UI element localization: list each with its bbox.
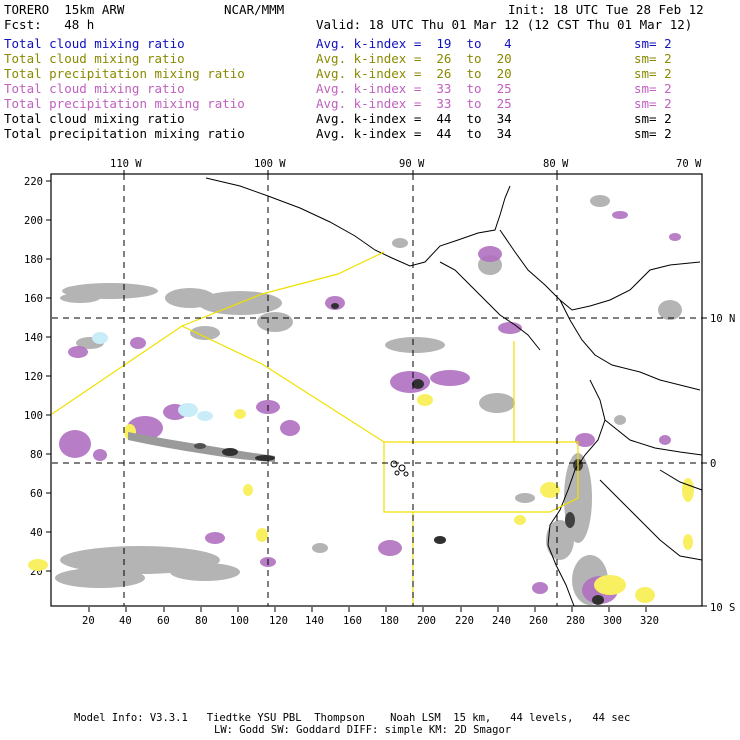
- legend-index-3: Avg. k-index = 26 to 20: [316, 66, 512, 81]
- cloud-field-purple: [59, 211, 681, 604]
- physics-info: LW: Godd SW: Goddard DIFF: simple KM: 2D…: [214, 724, 512, 736]
- legend-sm-1: sm= 2: [634, 36, 672, 51]
- grid-y-180: 180: [24, 254, 43, 266]
- grid-x-260: 260: [529, 615, 548, 627]
- legend-sm-5: sm= 2: [634, 96, 672, 111]
- galapagos-islands: [390, 460, 409, 477]
- legend-field-6: Total cloud mixing ratio: [4, 111, 185, 126]
- grid-y-40: 40: [30, 527, 43, 539]
- tick-marks: [46, 170, 707, 612]
- grid-x-60: 60: [157, 615, 170, 627]
- grid-x-240: 240: [492, 615, 511, 627]
- legend-field-3: Total precipitation mixing ratio: [4, 66, 245, 81]
- legend-sm-6: sm= 2: [634, 111, 672, 126]
- org-label: NCAR/MMM: [224, 2, 285, 17]
- grid-x-280: 280: [566, 615, 585, 627]
- precip-band-dark: [128, 303, 604, 605]
- legend-field-2: Total cloud mixing ratio: [4, 51, 185, 66]
- cloud-field-lightblue: [92, 332, 213, 421]
- legend-index-6: Avg. k-index = 44 to 34: [316, 111, 512, 126]
- legend-field-7: Total precipitation mixing ratio: [4, 126, 245, 141]
- map-frame: [50, 173, 703, 607]
- legend-sm-4: sm= 2: [634, 81, 672, 96]
- legend-field-4: Total cloud mixing ratio: [4, 81, 185, 96]
- lon-tick-80w: 80 W: [543, 158, 569, 170]
- legend-index-2: Avg. k-index = 26 to 20: [316, 51, 512, 66]
- run-title: TORERO 15km ARW: [4, 2, 125, 17]
- grid-x-200: 200: [417, 615, 436, 627]
- lat-tick-10n: 10 N: [710, 313, 735, 325]
- latlon-grid: [52, 174, 702, 606]
- grid-x-320: 320: [640, 615, 659, 627]
- grid-x-160: 160: [343, 615, 362, 627]
- grid-x-20: 20: [82, 615, 95, 627]
- valid-time: Valid: 18 UTC Thu 01 Mar 12 (12 CST Thu …: [316, 17, 693, 32]
- grid-x-220: 220: [455, 615, 474, 627]
- precip-field-yellow: [28, 394, 694, 603]
- grid-x-180: 180: [380, 615, 399, 627]
- grid-y-80: 80: [30, 449, 43, 461]
- lon-tick-70w: 70 W: [676, 158, 702, 170]
- legend-index-5: Avg. k-index = 33 to 25: [316, 96, 512, 111]
- cloud-field-gray: [55, 195, 682, 605]
- lon-tick-110w: 110 W: [110, 158, 142, 170]
- legend-field-5: Total precipitation mixing ratio: [4, 96, 245, 111]
- legend-sm-2: sm= 2: [634, 51, 672, 66]
- grid-y-120: 120: [24, 371, 43, 383]
- legend-index-4: Avg. k-index = 33 to 25: [316, 81, 512, 96]
- grid-x-300: 300: [603, 615, 622, 627]
- init-time: Init: 18 UTC Tue 28 Feb 12: [508, 2, 704, 17]
- model-info: Model Info: V3.3.1 Tiedtke YSU PBL Thomp…: [74, 712, 631, 724]
- grid-y-100: 100: [24, 410, 43, 422]
- legend-index-1: Avg. k-index = 19 to 4: [316, 36, 512, 51]
- legend-index-7: Avg. k-index = 44 to 34: [316, 126, 512, 141]
- grid-y-160: 160: [24, 293, 43, 305]
- lon-tick-100w: 100 W: [254, 158, 286, 170]
- forecast-hour: Fcst: 48 h: [4, 17, 95, 32]
- lon-tick-90w: 90 W: [399, 158, 425, 170]
- grid-x-120: 120: [269, 615, 288, 627]
- coastlines: [205, 177, 703, 607]
- grid-x-80: 80: [195, 615, 208, 627]
- legend-sm-3: sm= 2: [634, 66, 672, 81]
- grid-y-140: 140: [24, 332, 43, 344]
- lat-tick-0: 0: [710, 458, 716, 470]
- grid-x-40: 40: [119, 615, 132, 627]
- legend-sm-7: sm= 2: [634, 126, 672, 141]
- legend-field-1: Total cloud mixing ratio: [4, 36, 185, 51]
- grid-x-100: 100: [230, 615, 249, 627]
- grid-y-200: 200: [24, 215, 43, 227]
- grid-y-60: 60: [30, 488, 43, 500]
- lat-tick-10s: 10 S: [710, 602, 735, 614]
- grid-y-220: 220: [24, 176, 43, 188]
- grid-x-140: 140: [305, 615, 324, 627]
